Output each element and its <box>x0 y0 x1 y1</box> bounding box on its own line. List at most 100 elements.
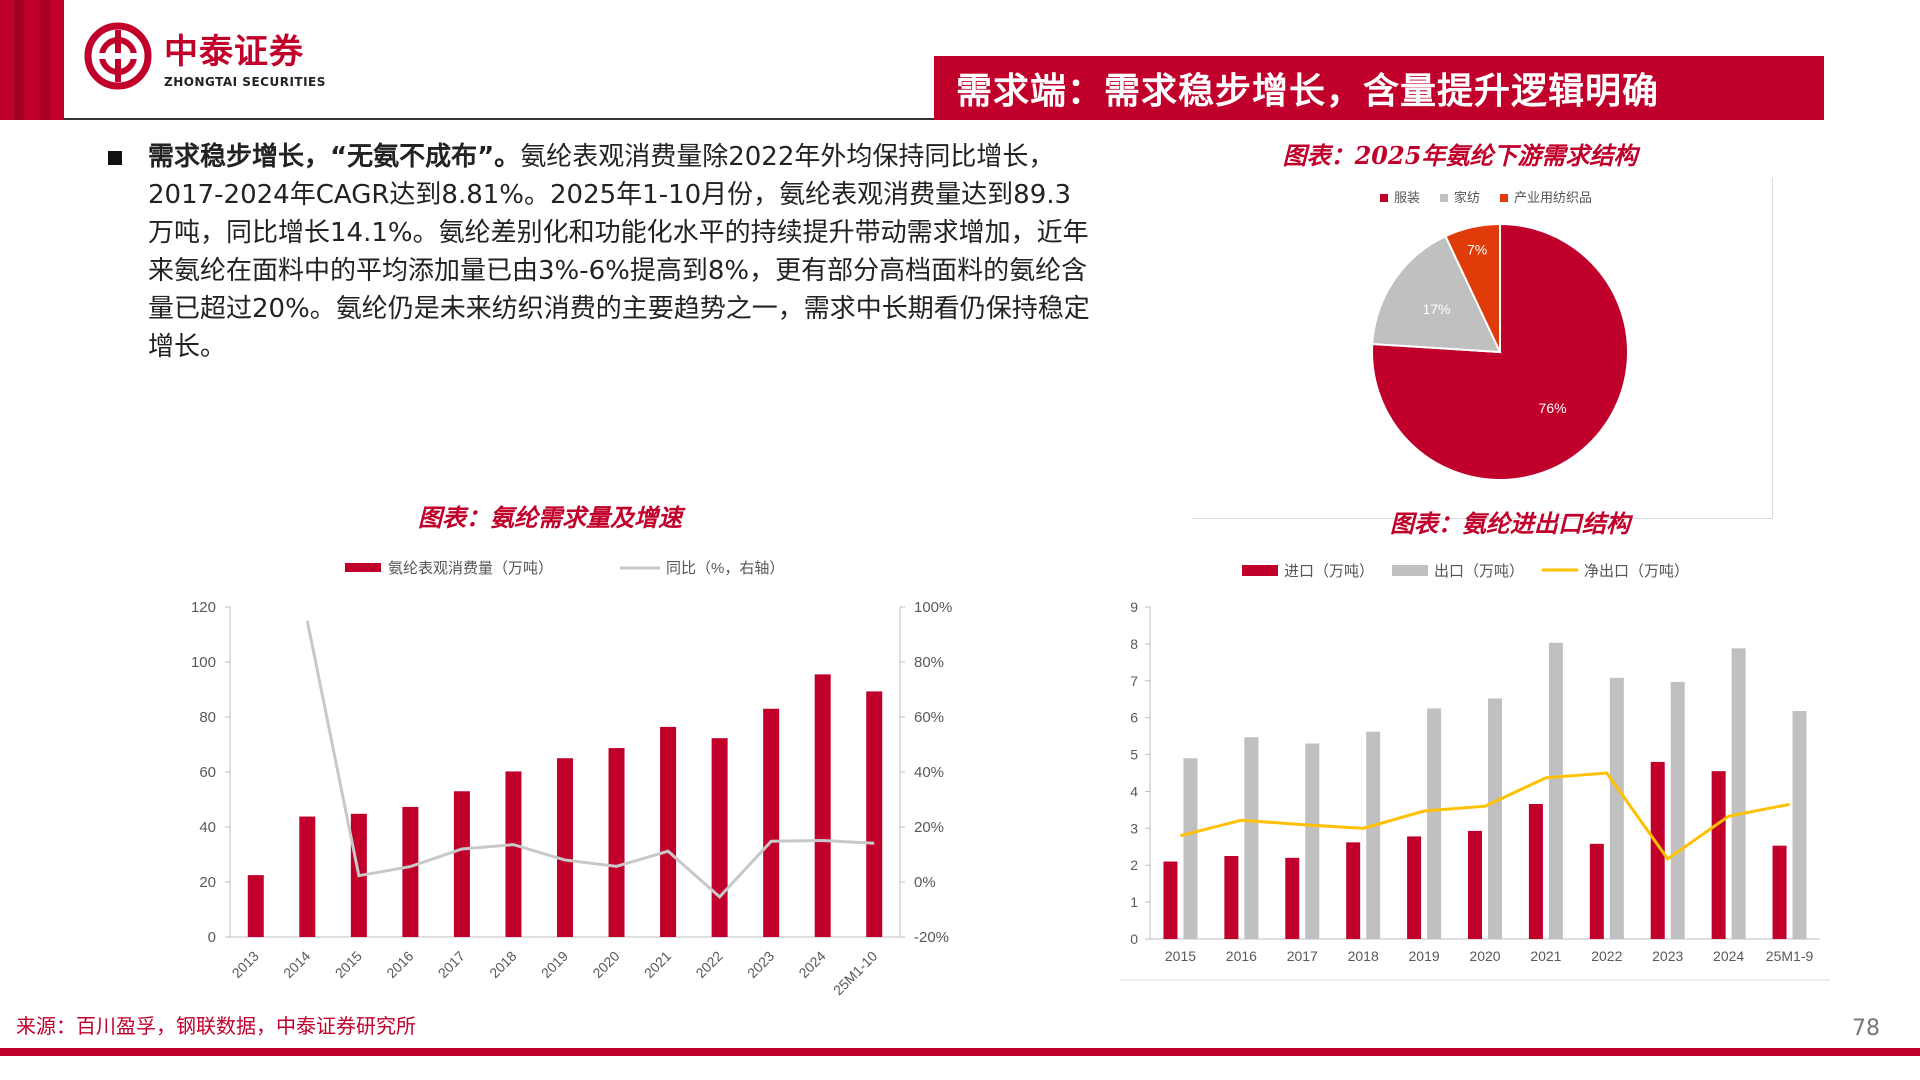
trade-export-bar <box>1670 681 1685 939</box>
trade-legend-swatch <box>1242 565 1278 576</box>
trade-legend-label: 净出口（万吨） <box>1584 563 1689 580</box>
trade-y-tick-label: 3 <box>1130 820 1138 836</box>
pie-slice <box>1444 222 1501 353</box>
demand-chart: 氨纶表观消费量（万吨） 同比（%，右轴） 0 20 40 60 80 100 120 -20% 0%… <box>191 560 952 998</box>
demand-bar <box>608 748 625 937</box>
demand-x-tick-label: 2015 <box>332 948 365 981</box>
trade-net-export-line <box>1180 771 1790 862</box>
trade-x-tick-label: 2020 <box>1469 948 1500 964</box>
trade-import-bar <box>1650 761 1665 939</box>
trade-legend-label: 出口（万吨） <box>1434 563 1524 580</box>
trade-export-bar <box>1183 758 1198 939</box>
trade-export-bar <box>1731 648 1746 939</box>
demand-legend-swatch-bar <box>345 563 381 572</box>
trade-y-tick-label: 9 <box>1130 599 1138 615</box>
demand-left-tick-label: 60 <box>199 764 216 781</box>
trade-x-tick-label: 2017 <box>1287 948 1318 964</box>
trade-y-tick-label: 1 <box>1130 894 1138 910</box>
trade-export-bar <box>1305 743 1320 939</box>
trade-import-bar <box>1407 836 1422 939</box>
demand-x-tick-label: 2014 <box>280 948 313 981</box>
trade-export-bar <box>1792 711 1807 939</box>
demand-bar <box>866 691 883 937</box>
demand-bar <box>505 771 522 937</box>
demand-right-tick-label: 80% <box>914 654 944 671</box>
trade-y-tick-label: 6 <box>1130 710 1138 726</box>
demand-right-tick-label: 0% <box>914 874 936 891</box>
page-title: 需求端：需求稳步增长，含量提升逻辑明确 <box>934 56 1824 120</box>
trade-x-tick-label: 2019 <box>1409 948 1440 964</box>
demand-chart-title: 图表：氨纶需求量及增速 <box>418 503 682 532</box>
trade-y-tick-label: 4 <box>1130 783 1138 799</box>
trade-import-bar <box>1772 845 1787 939</box>
trade-x-tick-label: 2023 <box>1652 948 1683 964</box>
zhongtai-logo-icon <box>84 22 152 90</box>
trade-x-tick-label: 2015 <box>1165 948 1196 964</box>
trade-export-bar <box>1548 642 1563 939</box>
demand-x-tick-label: 2013 <box>229 948 262 981</box>
pie-chart-title: 图表：2025年氨纶下游需求结构 <box>1282 141 1638 170</box>
trade-x-tick-label: 2018 <box>1348 948 1379 964</box>
trade-export-bar <box>1427 708 1442 939</box>
trade-import-bar <box>1589 843 1604 939</box>
pie-legend-swatch <box>1440 194 1448 202</box>
demand-growth-line <box>305 620 875 899</box>
demand-right-tick-label: -20% <box>914 929 949 946</box>
demand-bar <box>557 758 573 937</box>
bullet-body: 氨纶表观消费量除2022年外均保持同比增长，2017-2024年CAGR达到8.… <box>148 142 1090 362</box>
bullet-text: 需求稳步增长，“无氨不成布”。氨纶表观消费量除2022年外均保持同比增长，201… <box>148 138 1093 366</box>
footer-bar <box>0 1048 1920 1056</box>
trade-import-bar <box>1285 857 1300 939</box>
pie-data-label: 7% <box>1467 242 1487 258</box>
demand-bar <box>453 791 470 937</box>
demand-bar <box>247 875 264 937</box>
demand-x-tick-label: 2024 <box>795 948 828 981</box>
source-note: 来源：百川盈孚，钢联数据，中泰证券研究所 <box>16 1014 416 1038</box>
pie-legend-label: 产业用纺织品 <box>1514 190 1592 205</box>
trade-export-bar <box>1609 677 1624 939</box>
pie-chart: 服装 家纺 产业用纺织品 76% 17% 7% <box>1371 190 1629 481</box>
trade-legend-swatch <box>1392 565 1428 576</box>
trade-export-bar <box>1244 737 1259 939</box>
demand-left-tick-label: 100 <box>191 654 216 671</box>
trade-x-tick-label: 2022 <box>1591 948 1622 964</box>
demand-x-tick-label: 2018 <box>486 948 519 981</box>
logo-en-text: ZHONGTAI SECURITIES <box>164 74 326 89</box>
demand-bar <box>660 726 677 937</box>
demand-x-tick-label: 2016 <box>383 948 416 981</box>
trade-import-bar <box>1711 771 1726 939</box>
page-number: 78 <box>1852 1016 1880 1041</box>
trade-legend-label: 进口（万吨） <box>1284 563 1374 580</box>
pie-legend-swatch <box>1380 194 1388 202</box>
demand-x-tick-label: 2021 <box>641 948 674 981</box>
demand-right-tick-label: 60% <box>914 709 944 726</box>
demand-left-tick-label: 40 <box>199 819 216 836</box>
demand-legend-label: 氨纶表观消费量（万吨） <box>388 560 553 577</box>
demand-legend-label: 同比（%，右轴） <box>666 560 784 577</box>
corner-accent <box>0 0 64 120</box>
company-logo: 中泰证券 ZHONGTAI SECURITIES <box>84 22 326 90</box>
trade-import-bar <box>1346 842 1361 939</box>
demand-bar <box>711 738 728 937</box>
demand-right-tick-label: 100% <box>914 599 952 616</box>
demand-left-tick-label: 80 <box>199 709 216 726</box>
demand-x-tick-label: 2020 <box>589 948 622 981</box>
pie-legend-label: 家纺 <box>1454 190 1480 205</box>
demand-x-tick-label: 2017 <box>435 948 468 981</box>
trade-export-bar <box>1488 698 1502 939</box>
pie-legend-label: 服装 <box>1394 190 1420 205</box>
demand-x-tick-label: 2019 <box>538 948 571 981</box>
trade-export-bar <box>1366 731 1381 939</box>
demand-right-tick-label: 40% <box>914 764 944 781</box>
trade-x-tick-label: 2024 <box>1713 948 1744 964</box>
pie-slice <box>1371 222 1629 481</box>
pie-chart-frame <box>1192 178 1773 519</box>
trade-import-bar <box>1224 856 1239 939</box>
bullet-point: 需求稳步增长，“无氨不成布”。氨纶表观消费量除2022年外均保持同比增长，201… <box>108 138 1108 366</box>
trade-y-tick-label: 0 <box>1130 931 1138 947</box>
demand-left-tick-label: 20 <box>199 874 216 891</box>
bullet-square-icon <box>108 151 122 165</box>
trade-y-tick-label: 7 <box>1130 673 1138 689</box>
pie-legend-swatch <box>1500 194 1508 202</box>
trade-x-tick-label: 2016 <box>1226 948 1257 964</box>
